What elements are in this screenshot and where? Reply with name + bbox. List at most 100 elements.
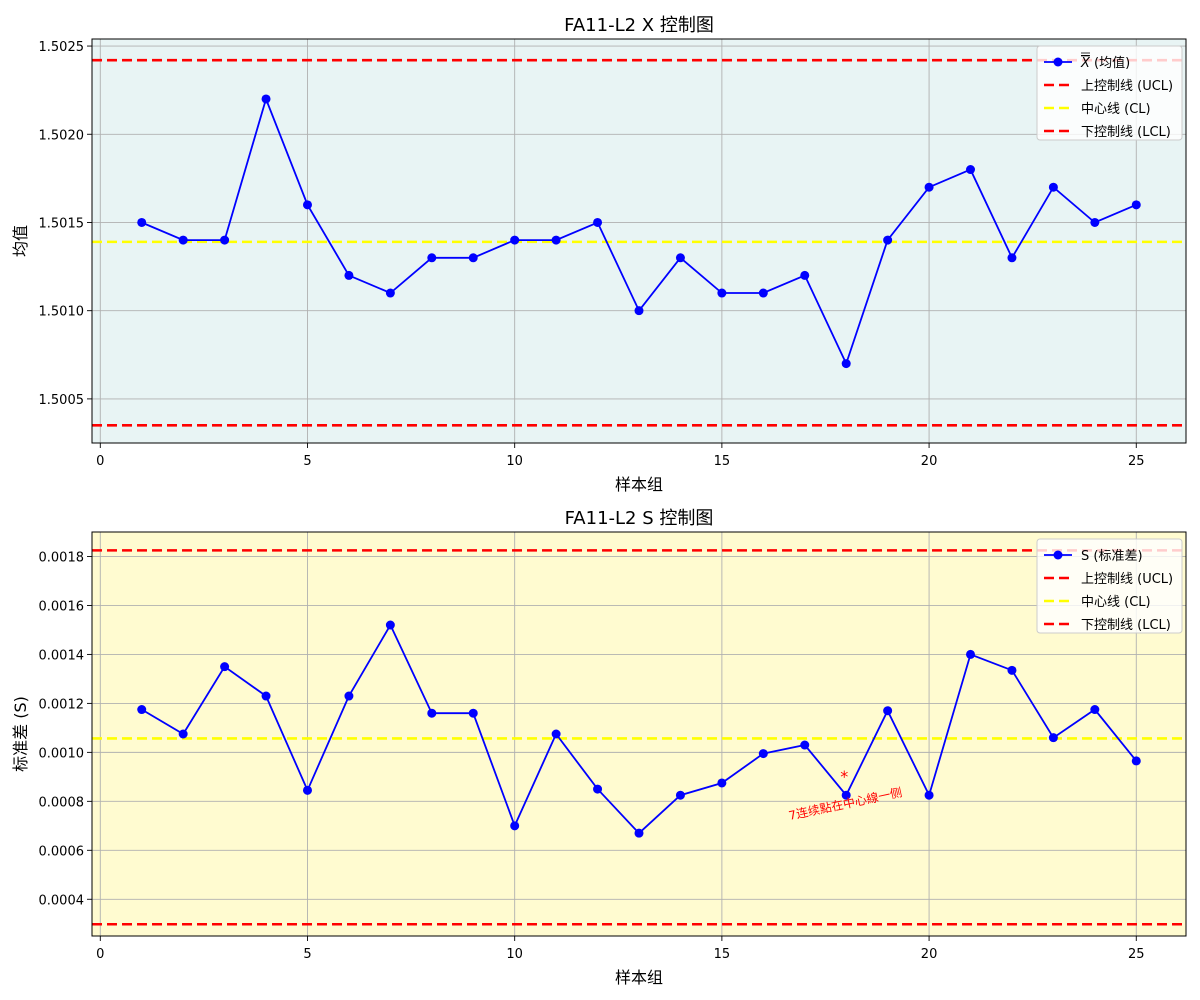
data-point <box>468 708 478 718</box>
x-tick-label: 15 <box>714 454 731 469</box>
data-point <box>593 784 603 794</box>
data-point <box>800 740 810 750</box>
y-tick-label: 0.0012 <box>39 697 85 712</box>
data-point <box>634 828 644 838</box>
legend-label: 上控制线 (UCL) <box>1081 79 1173 94</box>
data-point <box>220 235 230 245</box>
data-point <box>1007 253 1017 263</box>
data-point <box>1048 733 1058 743</box>
data-point <box>717 288 727 298</box>
data-point <box>593 217 603 227</box>
data-point <box>924 182 934 192</box>
s-control-chart: FA11-L2 S 控制图 0 5 10 15 20 25 0.0004 0.0006 0.000… <box>11 508 1187 987</box>
annotation-marker: * <box>840 767 848 786</box>
data-point <box>1007 665 1017 675</box>
data-point <box>510 235 520 245</box>
legend-label: 下控制线 (LCL) <box>1081 618 1171 633</box>
legend: S (标准差) 上控制线 (UCL) 中心线 (CL) 下控制线 (LCL) <box>1036 538 1183 634</box>
axes-frame <box>91 531 1187 937</box>
y-tick-label: 1.5005 <box>39 393 85 408</box>
data-point <box>261 691 271 701</box>
y-tick-label: 1.5010 <box>39 305 85 320</box>
data-point <box>883 706 893 716</box>
legend-label: 下控制线 (LCL) <box>1081 125 1171 140</box>
data-point <box>924 790 934 800</box>
data-point <box>675 790 685 800</box>
x-tick-label: 5 <box>303 947 311 962</box>
x-tick-label: 15 <box>714 947 731 962</box>
data-point <box>178 235 188 245</box>
data-point <box>178 729 188 739</box>
y-tick-label: 1.5015 <box>39 216 85 231</box>
y-axis-label: 均值 <box>11 225 30 257</box>
chart-title: FA11-L2 S 控制图 <box>565 508 714 529</box>
x-tick-label: 25 <box>1128 454 1145 469</box>
legend-label: 上控制线 (UCL) <box>1081 572 1173 587</box>
y-tick-label: 1.5020 <box>39 128 85 143</box>
y-tick-label: 0.0010 <box>39 746 85 761</box>
legend-swatch-marker <box>1053 550 1063 560</box>
legend-box <box>1036 45 1183 141</box>
x-tick-label: 0 <box>96 454 104 469</box>
data-point <box>551 729 561 739</box>
y-tick-label: 0.0018 <box>39 550 85 565</box>
data-point <box>1090 705 1100 715</box>
legend-box <box>1036 538 1183 634</box>
x-tick-label: 5 <box>303 454 311 469</box>
data-point <box>344 691 354 701</box>
legend: X (均值) 上控制线 (UCL) 中心线 (CL) 下控制线 (LCL) <box>1036 45 1183 141</box>
legend-label: 中心线 (CL) <box>1081 102 1151 117</box>
data-point <box>344 270 354 280</box>
x-tick-label: 25 <box>1128 947 1145 962</box>
legend-label: 中心线 (CL) <box>1081 595 1151 610</box>
data-point <box>841 359 851 369</box>
data-point <box>510 821 520 831</box>
data-point <box>1048 182 1058 192</box>
y-tick-label: 0.0014 <box>39 648 85 663</box>
data-point <box>966 649 976 659</box>
legend-label: X (均值) <box>1080 55 1130 71</box>
x-tick-label: 10 <box>506 454 523 469</box>
data-point <box>1131 200 1141 210</box>
data-point <box>966 165 976 175</box>
data-point <box>137 705 147 715</box>
chart-title: FA11-L2 X 控制图 <box>564 15 714 36</box>
data-point <box>261 94 271 104</box>
y-tick-label: 0.0008 <box>39 795 85 810</box>
data-point <box>302 200 312 210</box>
data-point <box>137 217 147 227</box>
plot-area <box>92 532 1186 936</box>
data-point <box>427 708 437 718</box>
data-point <box>427 253 437 263</box>
y-tick-label: 0.0004 <box>39 893 85 908</box>
data-point <box>883 235 893 245</box>
x-tick-label: 20 <box>921 454 938 469</box>
xbar-control-chart: FA11-L2 X 控制图 0 5 10 15 20 25 1.5005 1.5010 1.501… <box>11 15 1187 494</box>
data-point <box>385 620 395 630</box>
data-point <box>302 785 312 795</box>
data-point <box>634 306 644 316</box>
data-point <box>675 253 685 263</box>
x-axis-label: 样本组 <box>615 475 663 494</box>
data-point <box>220 662 230 672</box>
data-point <box>841 790 851 800</box>
data-point <box>717 778 727 788</box>
x-tick-label: 20 <box>921 947 938 962</box>
legend-swatch-marker <box>1053 57 1063 67</box>
legend-label: S (标准差) <box>1081 549 1143 564</box>
axes-frame <box>91 38 1187 444</box>
data-point <box>1090 217 1100 227</box>
data-point <box>1131 756 1141 766</box>
x-axis-label: 样本组 <box>615 968 663 987</box>
data-point <box>385 288 395 298</box>
data-point <box>551 235 561 245</box>
data-point <box>758 749 768 759</box>
y-axis-label: 标准差 (S) <box>11 696 30 772</box>
y-tick-label: 0.0016 <box>39 599 85 614</box>
x-tick-label: 0 <box>96 947 104 962</box>
data-point <box>758 288 768 298</box>
x-tick-label: 10 <box>506 947 523 962</box>
y-tick-label: 1.5025 <box>39 40 85 55</box>
y-tick-label: 0.0006 <box>39 844 85 859</box>
